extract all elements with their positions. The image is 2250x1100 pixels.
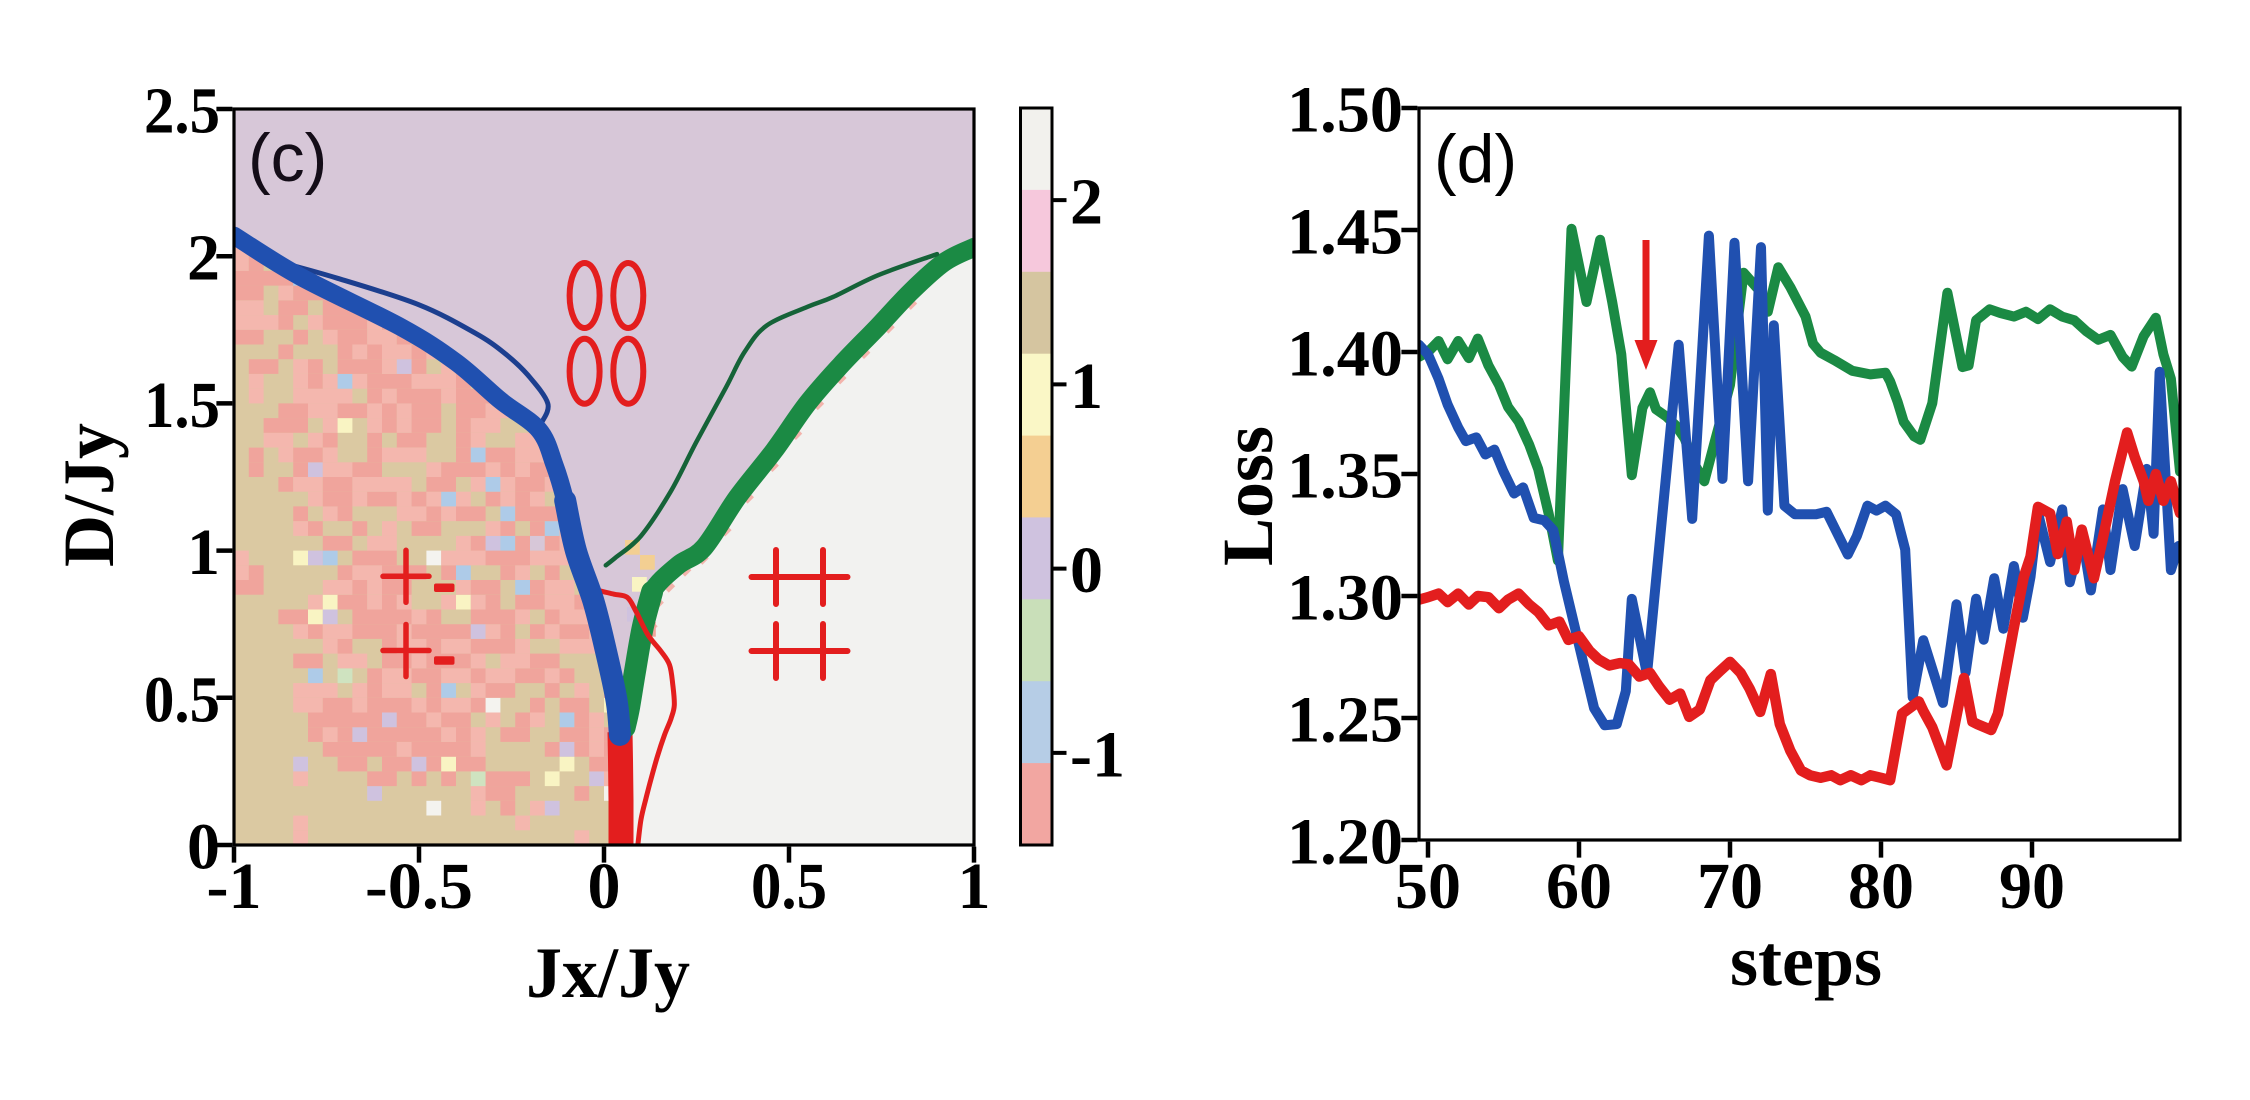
svg-text:1.50: 1.50 — [1287, 74, 1403, 147]
svg-text:0: 0 — [588, 850, 621, 923]
svg-text:D/Jy: D/Jy — [49, 423, 129, 567]
svg-text:1.5: 1.5 — [144, 369, 220, 442]
svg-text:2: 2 — [1070, 166, 1103, 239]
svg-text:1.25: 1.25 — [1287, 684, 1403, 757]
svg-text:-0.5: -0.5 — [365, 850, 473, 923]
svg-text:(d): (d) — [1434, 121, 1517, 197]
svg-text:2.5: 2.5 — [144, 75, 220, 148]
svg-text:90: 90 — [1999, 850, 2065, 923]
svg-text:1.35: 1.35 — [1287, 440, 1403, 513]
svg-text:70: 70 — [1697, 850, 1763, 923]
svg-text:steps: steps — [1730, 921, 1882, 1001]
svg-text:-1: -1 — [207, 850, 262, 923]
svg-text:50: 50 — [1395, 850, 1461, 923]
svg-text:1.40: 1.40 — [1287, 318, 1403, 391]
svg-text:1: 1 — [187, 516, 220, 589]
svg-text:0: 0 — [187, 811, 220, 884]
svg-text:1.30: 1.30 — [1287, 562, 1403, 635]
svg-text:2: 2 — [187, 222, 220, 295]
svg-text:60: 60 — [1546, 850, 1612, 923]
svg-text:1: 1 — [958, 850, 991, 923]
svg-text:0.5: 0.5 — [144, 663, 220, 736]
svg-text:Loss: Loss — [1208, 426, 1288, 566]
svg-text:80: 80 — [1848, 850, 1914, 923]
svg-text:1: 1 — [1070, 350, 1103, 423]
svg-text:-1: -1 — [1070, 718, 1125, 791]
svg-text:0.5: 0.5 — [751, 850, 827, 923]
svg-text:Jx/Jy: Jx/Jy — [526, 933, 690, 1013]
svg-text:1.20: 1.20 — [1287, 806, 1403, 879]
svg-text:(c): (c) — [248, 120, 327, 196]
svg-text:1.45: 1.45 — [1287, 196, 1403, 269]
svg-text:0: 0 — [1070, 534, 1103, 607]
